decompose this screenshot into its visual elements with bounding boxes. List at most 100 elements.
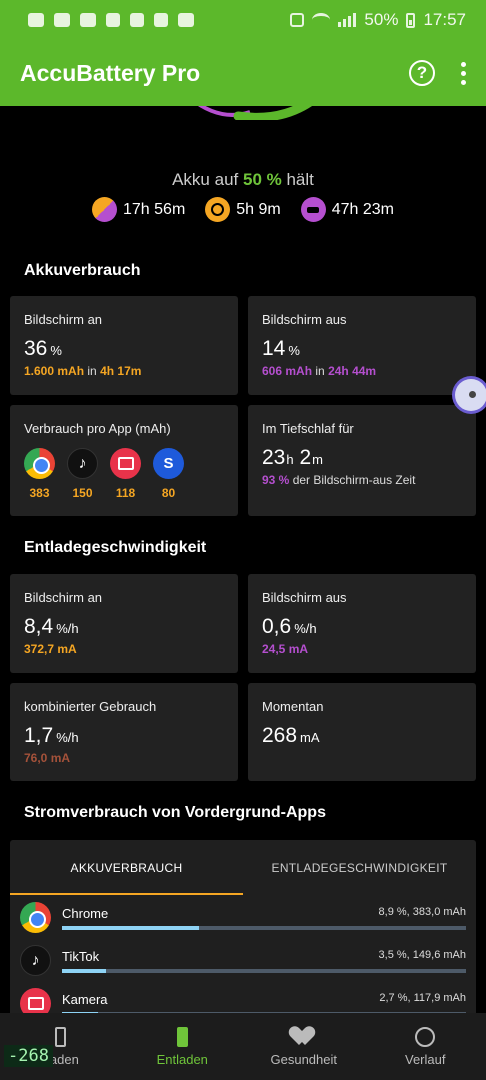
app-title: AccuBattery Pro [20, 59, 201, 86]
system-status: 50% 17:57 [290, 10, 466, 30]
help-circle-icon[interactable]: ? [409, 60, 435, 86]
clock: 17:57 [423, 10, 466, 29]
card-value: 268 mA [262, 724, 320, 747]
card-label: Momentan [262, 699, 324, 714]
screen-off-sleep-icon [300, 197, 326, 222]
list-item[interactable]: Chrome 8,9 %, 383,0 mAh [10, 895, 476, 938]
battery-estimate-line: Akku auf 50 % hält [0, 170, 486, 190]
floating-assistant-bubble[interactable] [455, 379, 486, 411]
card-value: 23h 2m [262, 446, 323, 469]
battery-discharging-icon [176, 1026, 188, 1047]
notification-icons [28, 13, 194, 27]
app-usage-value: 8,9 %, 383,0 mAh [378, 906, 466, 918]
card-label: Bildschirm aus [262, 312, 347, 327]
card-sub: 372,7 mA [24, 642, 77, 656]
section-title-foreground-apps: Stromverbrauch von Vordergrund-Apps [24, 804, 326, 821]
nav-label: Gesundheit [270, 1051, 338, 1067]
estimate-combined: 17h 56m [92, 197, 185, 222]
screen-on-sun-icon [205, 197, 231, 222]
card-sub: 93 % der Bildschirm-aus Zeit [262, 473, 416, 487]
foreground-apps-panel: AKKUVERBRAUCH ENTLADEGESCHWINDIGKEIT Chr… [10, 840, 476, 1020]
gallery-notification-icon [178, 13, 194, 27]
card-label: Bildschirm aus [262, 590, 347, 605]
battery-saver-icon [290, 13, 305, 27]
nav-gesundheit[interactable]: Gesundheit [243, 1013, 365, 1080]
card-value: 1,7 %/h [24, 724, 79, 747]
estimate-suffix: hält [286, 170, 314, 189]
tiktok-icon: ♪ [20, 945, 51, 976]
usage-bar-fill [62, 926, 200, 930]
estimate-combined-value: 17h 56m [123, 200, 186, 218]
per-app-value: 118 [115, 486, 136, 500]
card-value: 0,6 %/h [262, 615, 317, 638]
card-label: Bildschirm an [24, 590, 103, 605]
tab-akkuverbrauch[interactable]: AKKUVERBRAUCH [10, 840, 243, 895]
card-discharge-current[interactable]: Momentan 268 mA [248, 683, 476, 781]
wifi-icon [312, 13, 331, 27]
estimate-screen-off: 47h 23m [300, 197, 394, 222]
card-sub: 24,5 mA [262, 642, 309, 656]
tab-entladegeschwindigkeit[interactable]: ENTLADEGESCHWINDIGKEIT [271, 860, 448, 875]
card-discharge-combined[interactable]: kombinierter Gebrauch 1,7 %/h 76,0 mA [10, 683, 238, 781]
youtube-notification-icon [80, 13, 96, 27]
card-sub: 76,0 mA [24, 751, 71, 765]
card-deep-sleep[interactable]: Im Tiefschlaf für 23h 2m 93 % der Bildsc… [248, 405, 476, 516]
netflix-notification-icon [130, 13, 144, 27]
section-title-entladegeschwindigkeit: Entladegeschwindigkeit [24, 539, 207, 556]
card-usage-screen-off[interactable]: Bildschirm aus 14% 606 mAh in 24h 44m [248, 296, 476, 395]
app-usage-value: 3,5 %, 149,6 mAh [378, 949, 466, 961]
card-usage-screen-on[interactable]: Bildschirm an 36% 1.600 mAh in 4h 17m [10, 296, 238, 395]
per-app-value: 383 [29, 486, 50, 500]
battery-percent: 50% [364, 10, 399, 29]
youtube-notification-icon [28, 13, 44, 27]
card-sub: 1.600 mAh in 4h 17m [24, 364, 142, 378]
app-name: Chrome [62, 906, 109, 921]
nav-label: Verlauf [405, 1051, 446, 1067]
card-usage-per-app[interactable]: Verbrauch pro App (mAh) 383 ♪ 150 118 S … [10, 405, 238, 516]
combined-usage-icon [92, 197, 117, 222]
card-value: 8,4 %/h [24, 615, 79, 638]
current-overlay-badge: -268 [4, 1045, 53, 1067]
card-discharge-screen-off[interactable]: Bildschirm aus 0,6 %/h 24,5 mA [248, 574, 476, 673]
heart-icon [293, 1027, 315, 1047]
nav-label: Entladen [156, 1051, 208, 1067]
signal-icon [338, 13, 357, 27]
usage-bar-fill [62, 969, 107, 973]
estimate-screen-on-value: 5h 9m [236, 200, 281, 218]
card-label: Im Tiefschlaf für [262, 421, 354, 436]
per-app-camera: 118 [110, 448, 141, 500]
camera-icon [110, 448, 141, 479]
card-sub: 606 mAh in 24h 44m [262, 364, 377, 378]
card-label: Bildschirm an [24, 312, 103, 327]
app-usage-value: 2,7 %, 117,9 mAh [379, 992, 466, 1004]
tiktok-icon: ♪ [67, 448, 98, 479]
usage-bar-track [62, 926, 466, 930]
app-name: TikTok [62, 949, 100, 964]
status-bar: 50% 17:57 [0, 0, 486, 40]
section-title-akkuverbrauch: Akkuverbrauch [24, 262, 141, 279]
location-notification-icon [154, 13, 168, 27]
per-app-icons: 383 ♪ 150 118 S 80 [24, 448, 224, 500]
battery-charging-icon [55, 1026, 67, 1047]
nav-entladen[interactable]: Entladen [122, 1013, 244, 1080]
history-icon [415, 1026, 436, 1047]
list-item[interactable]: ♪ TikTok 3,5 %, 149,6 mAh [10, 938, 476, 981]
per-app-shop: S 80 [153, 448, 184, 500]
foreground-tabs: AKKUVERBRAUCH ENTLADEGESCHWINDIGKEIT [10, 840, 476, 895]
card-discharge-screen-on[interactable]: Bildschirm an 8,4 %/h 372,7 mA [10, 574, 238, 673]
app-bar: AccuBattery Pro ? [0, 40, 486, 106]
nav-verlauf[interactable]: Verlauf [365, 1013, 486, 1080]
per-app-chrome: 383 [24, 448, 55, 500]
card-value: 36% [24, 337, 62, 360]
chrome-icon [24, 448, 55, 479]
more-vert-icon[interactable] [461, 61, 466, 85]
usage-bar-track [62, 969, 466, 973]
card-value: 14% [262, 337, 300, 360]
per-app-value: 80 [161, 486, 176, 500]
card-label: Verbrauch pro App (mAh) [24, 421, 171, 436]
bottom-navigation: Laden Entladen Gesundheit Verlauf [0, 1013, 486, 1080]
app-name: Kamera [62, 992, 108, 1007]
card-label: kombinierter Gebrauch [24, 699, 157, 714]
estimate-prefix: Akku auf [172, 170, 239, 189]
estimate-times: 17h 56m 5h 9m 47h 23m [0, 197, 486, 222]
